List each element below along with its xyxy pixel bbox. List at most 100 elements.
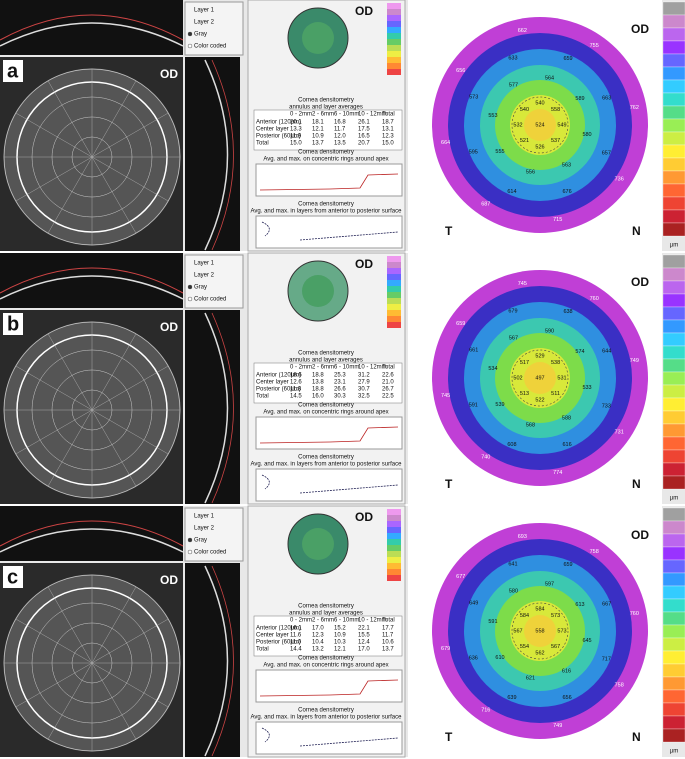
pachy-value: 614 xyxy=(507,189,516,195)
pachy-value: 662 xyxy=(518,28,527,34)
pachy-value: 540 xyxy=(520,107,529,113)
table-cell: 31.2 xyxy=(358,373,370,379)
table-cell: 22.5 xyxy=(382,394,394,400)
color-scale-step xyxy=(662,507,685,522)
table-caption: annulus and layer averages xyxy=(289,105,363,111)
table-cell: 32.5 xyxy=(358,394,370,400)
density-scale-step xyxy=(387,316,401,322)
table-header: 0 - 2mm xyxy=(290,112,312,118)
color-scale-step xyxy=(662,40,685,55)
pachy-value: 531 xyxy=(557,375,566,381)
radio xyxy=(187,31,193,37)
pachy-value: 679 xyxy=(441,646,450,652)
table-cell: 14.4 xyxy=(290,647,302,653)
side-arc xyxy=(211,59,234,251)
density-scale-step xyxy=(387,310,401,316)
color-scale-step xyxy=(662,66,685,81)
table-cell: 15.0 xyxy=(290,141,302,147)
densitometry-title: Cornea densitometry xyxy=(298,656,354,662)
layers-caption: Avg. and max. in layers from anterior to… xyxy=(251,462,403,468)
polar-spoke xyxy=(15,618,93,664)
table-cell: 11.9 xyxy=(290,134,302,140)
color-scale-step xyxy=(662,170,685,185)
table-cell: 30.7 xyxy=(358,387,370,393)
pachy-value: 591 xyxy=(469,403,478,409)
table-header: 0 - 2mm xyxy=(290,365,312,371)
density-scale-step xyxy=(387,57,401,63)
pachy-value: 538 xyxy=(551,360,560,366)
eye-label: OD xyxy=(355,4,373,18)
table-header: 10 - 12mm xyxy=(358,112,387,118)
color-scale-step xyxy=(662,254,685,269)
pachy-value: 573 xyxy=(557,628,566,634)
color-scale-step xyxy=(662,1,685,16)
panel: b OD Layer 1 Layer 2 Gray Color coded OD Cornea… xyxy=(0,252,685,505)
side-image xyxy=(185,57,240,251)
color-scale-step xyxy=(662,131,685,146)
pachy-value: 524 xyxy=(535,122,544,128)
density-scale-step xyxy=(387,322,401,328)
table-cell: 22.6 xyxy=(382,373,394,379)
map-temporal: T xyxy=(445,730,453,744)
polar-spoke xyxy=(91,586,137,664)
color-scale-step xyxy=(662,384,685,399)
density-scale-step xyxy=(387,563,401,569)
cornea-arc xyxy=(0,528,184,553)
table-cell: Center layer xyxy=(256,127,289,133)
scheimpflug-strip xyxy=(0,253,183,308)
color-scale-step xyxy=(662,92,685,107)
density-map-core xyxy=(302,528,334,560)
table-cell: Posterior (60µm) xyxy=(256,640,301,646)
table-cell: 12.6 xyxy=(290,380,302,386)
panel: c OD Layer 1 Layer 2 Gray Color coded OD Cornea… xyxy=(0,505,685,758)
side-image xyxy=(185,310,240,504)
scheimpflug-strip xyxy=(0,0,183,55)
pachy-value: 564 xyxy=(545,75,554,81)
polar-spoke xyxy=(91,156,169,202)
color-scale-step xyxy=(662,306,685,321)
pachy-value: 522 xyxy=(535,397,544,403)
density-scale-step xyxy=(387,533,401,539)
color-scale-step xyxy=(662,533,685,548)
pachy-value: 590 xyxy=(545,328,554,334)
pachy-value: 717 xyxy=(602,656,611,662)
table-cell: 20.7 xyxy=(358,141,370,147)
panel-label: b xyxy=(7,313,19,335)
pachy-value: 558 xyxy=(551,107,560,113)
color-scale-step xyxy=(662,689,685,704)
pachy-value: 716 xyxy=(481,708,490,714)
color-scale-step xyxy=(662,196,685,211)
pachy-value: 584 xyxy=(520,613,529,619)
densitometry-title: Cornea densitometry xyxy=(298,708,354,714)
legend-item: Layer 2 xyxy=(194,273,215,279)
table-cell: Center layer xyxy=(256,380,289,386)
table-cell: 10.9 xyxy=(312,134,324,140)
color-scale-step xyxy=(662,449,685,464)
pachy-value: 562 xyxy=(535,650,544,656)
color-scale-step xyxy=(662,715,685,730)
color-scale-step xyxy=(662,105,685,120)
side-arc xyxy=(211,312,234,504)
polar-spoke xyxy=(91,409,137,487)
density-scale-step xyxy=(387,521,401,527)
pachy-value: 679 xyxy=(508,309,517,315)
table-cell: 13.7 xyxy=(382,647,394,653)
pachy-value: 760 xyxy=(590,296,599,302)
table-cell: Anterior (120µm) xyxy=(256,626,301,632)
table-cell: 15.0 xyxy=(382,141,394,147)
color-scale-step xyxy=(662,585,685,600)
table-cell: 15.5 xyxy=(358,633,370,639)
pachy-value: 636 xyxy=(469,656,478,662)
table-cell: 21.0 xyxy=(382,380,394,386)
table-cell: 13.5 xyxy=(334,141,346,147)
density-scale-step xyxy=(387,274,401,280)
legend-item: Layer 1 xyxy=(194,8,215,14)
layer-legend xyxy=(184,254,244,309)
color-scale-step xyxy=(662,280,685,295)
pachy-value: 554 xyxy=(520,644,529,650)
color-scale-step xyxy=(662,345,685,360)
table-cell: 16.0 xyxy=(312,394,324,400)
legend-item: Layer 2 xyxy=(194,20,215,26)
polar-spoke xyxy=(15,365,93,411)
pachy-value: 568 xyxy=(526,422,535,428)
